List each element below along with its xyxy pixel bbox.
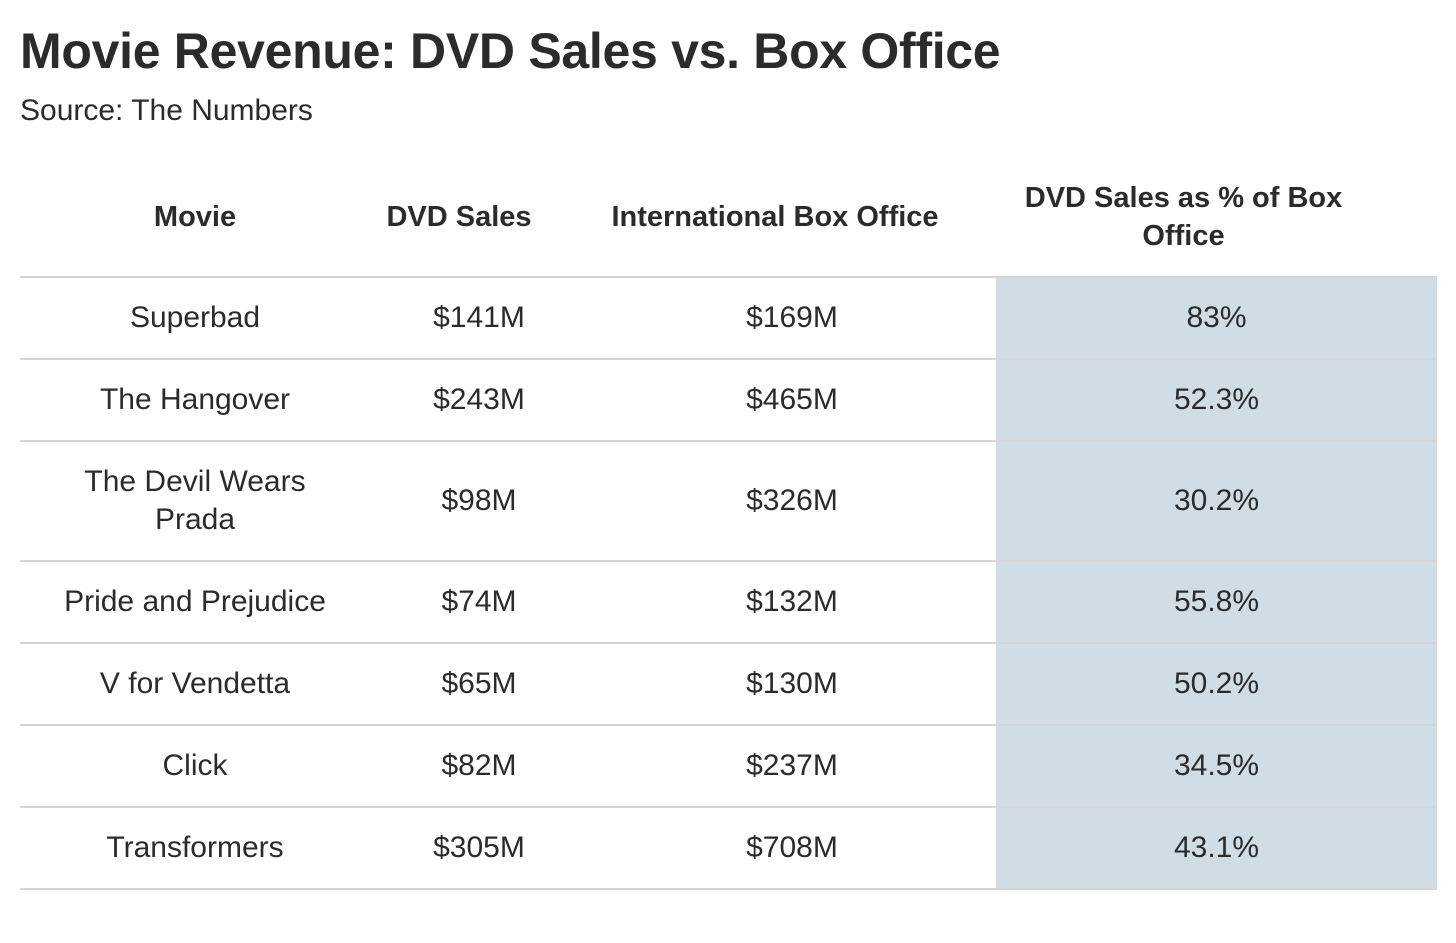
dvd-pct-cell: 50.2%: [996, 643, 1437, 726]
table-row: Click $82M $237M 34.5%: [20, 725, 1437, 808]
chart-source: Source: The Numbers: [20, 94, 313, 127]
intl-box-office-cell: $132M: [588, 561, 996, 644]
dvd-sales-cell: $243M: [370, 359, 588, 442]
dvd-pct-cell: 83%: [996, 277, 1437, 360]
table-row: Transformers $305M $708M 43.1%: [20, 807, 1437, 890]
chart-title: Movie Revenue: DVD Sales vs. Box Office: [20, 23, 1001, 79]
dvd-pct-cell: 30.2%: [996, 441, 1437, 562]
intl-box-office-cell: $130M: [588, 643, 996, 726]
intl-box-office-cell: $465M: [588, 359, 996, 442]
movie-cell: V for Vendetta: [20, 643, 370, 726]
column-header-movie: Movie: [20, 158, 370, 278]
column-header-dvd-sales: DVD Sales: [370, 158, 588, 278]
column-header-dvd-pct: DVD Sales as % of Box Office: [996, 158, 1437, 278]
movie-cell: Pride and Prejudice: [20, 561, 370, 644]
dvd-sales-cell: $141M: [370, 277, 588, 360]
movie-cell: Superbad: [20, 277, 370, 360]
movie-cell: The Hangover: [20, 359, 370, 442]
intl-box-office-cell: $237M: [588, 725, 996, 808]
table-row: The Devil Wears Prada $98M $326M 30.2%: [20, 441, 1437, 562]
dvd-sales-cell: $82M: [370, 725, 588, 808]
table-row: Pride and Prejudice $74M $132M 55.8%: [20, 561, 1437, 644]
table-row: V for Vendetta $65M $130M 50.2%: [20, 643, 1437, 726]
dvd-sales-cell: $74M: [370, 561, 588, 644]
table-row: Superbad $141M $169M 83%: [20, 277, 1437, 360]
movie-cell: Transformers: [20, 807, 370, 890]
dvd-sales-cell: $65M: [370, 643, 588, 726]
table-header-row: Movie DVD Sales International Box Office…: [20, 158, 1437, 278]
intl-box-office-cell: $708M: [588, 807, 996, 890]
dvd-sales-cell: $98M: [370, 441, 588, 562]
table-row: The Hangover $243M $465M 52.3%: [20, 359, 1437, 442]
intl-box-office-cell: $326M: [588, 441, 996, 562]
dvd-pct-cell: 43.1%: [996, 807, 1437, 890]
column-header-intl-box-office: International Box Office: [588, 158, 996, 278]
movie-cell: Click: [20, 725, 370, 808]
dvd-pct-cell: 55.8%: [996, 561, 1437, 644]
movie-cell: The Devil Wears Prada: [20, 441, 370, 562]
dvd-sales-cell: $305M: [370, 807, 588, 890]
dvd-pct-cell: 52.3%: [996, 359, 1437, 442]
revenue-table: Movie DVD Sales International Box Office…: [20, 158, 1437, 890]
intl-box-office-cell: $169M: [588, 277, 996, 360]
dvd-pct-cell: 34.5%: [996, 725, 1437, 808]
